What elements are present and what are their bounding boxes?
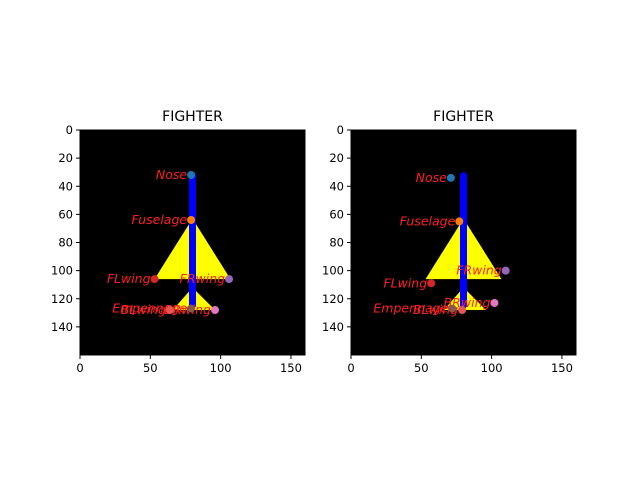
keypoint-label: BLwing [413,302,458,317]
keypoint-label: Fuselage [400,213,456,228]
keypoint-marker [446,173,455,182]
keypoint-marker [187,304,196,313]
keypoint-label: FRwing [456,263,501,278]
x-tick-label: 150 [551,361,573,375]
y-tick-label: 0 [66,123,73,137]
keypoint-marker [490,298,499,307]
keypoint-marker [501,266,510,275]
keypoint-marker [187,171,196,179]
chart-panel-1: FIGHTER 0 50 100 150 0 20 40 60 80 100 120 140 Nose Fu… [51,109,306,375]
x-tick-label: 100 [210,361,232,375]
y-tick-label: 80 [329,236,344,250]
y-tick-label: 140 [322,320,344,334]
keypoint-marker [225,275,234,284]
y-tick-label: 80 [58,236,73,250]
y-tick-label: 120 [322,292,344,306]
fuselage-shape [460,172,467,309]
x-tick-label: 100 [481,361,503,375]
keypoint-marker [211,306,219,314]
keypoint-label: FLwing [107,271,151,286]
chart-title: FIGHTER [162,109,223,125]
keypoint-label: BLwing [121,302,166,317]
y-tick-label: 20 [58,151,73,165]
y-tick-label: 40 [58,179,73,193]
keypoint-label: FRwing [180,271,225,286]
y-tick-label: 60 [58,207,73,221]
y-tick-label: 60 [329,207,344,221]
x-tick-label: 150 [280,361,302,375]
y-tick-label: 120 [51,292,73,306]
keypoint-label: FLwing [383,275,427,290]
keypoint-marker [166,306,174,314]
fuselage-shape [189,172,196,309]
y-tick-label: 100 [51,264,73,278]
keypoint-marker [150,275,159,284]
keypoint-marker [427,279,436,288]
y-tick-label: 20 [329,151,344,165]
y-tick-label: 40 [329,179,344,193]
keypoint-label: Nose [416,170,448,185]
keypoint-marker [187,216,196,224]
x-tick-label: 0 [76,361,83,375]
keypoint-label: Fuselage [132,212,188,227]
x-tick-label: 50 [414,361,429,375]
keypoint-marker [455,217,464,226]
y-tick-label: 100 [322,264,344,278]
chart-title: FIGHTER [433,109,494,125]
x-tick-label: 0 [347,361,354,375]
keypoint-marker [458,306,467,314]
y-tick-label: 140 [51,320,73,334]
y-tick-label: 0 [337,123,344,137]
keypoint-label: Nose [156,167,188,182]
keypoint-label: Empennage [373,301,448,316]
keypoint-marker [448,304,457,313]
chart-panel-2: FIGHTER 0 50 100 150 0 20 40 60 80 100 120 140 Nose Fu… [322,109,577,375]
x-tick-label: 50 [143,361,158,375]
